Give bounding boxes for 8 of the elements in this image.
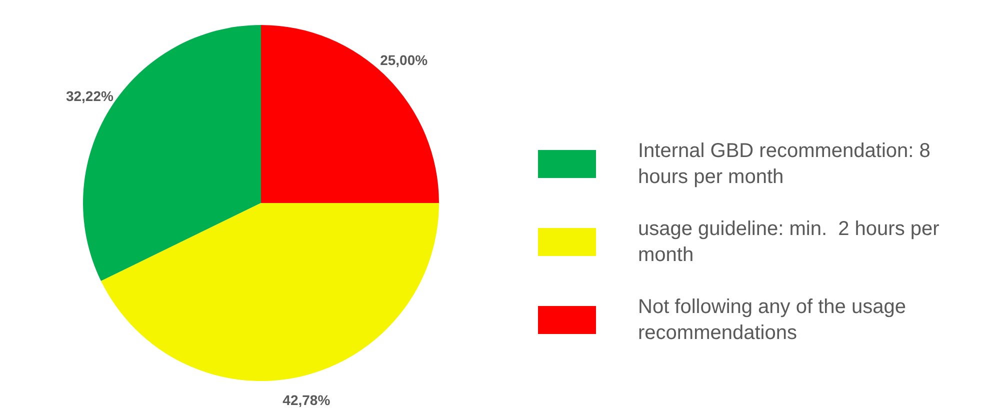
data-label: 25,00% bbox=[380, 52, 428, 68]
pie-slice bbox=[261, 25, 439, 203]
data-label: 42,78% bbox=[282, 392, 331, 408]
legend-label: Not following any of the usage recommendations bbox=[638, 295, 907, 346]
legend-label: usage guideline: min. 2 hours per month bbox=[638, 217, 940, 268]
data-label: 32,22% bbox=[66, 88, 114, 104]
legend-label: Internal GBD recommendation: 8 hours per month bbox=[638, 139, 932, 190]
pie-slice bbox=[101, 203, 439, 381]
